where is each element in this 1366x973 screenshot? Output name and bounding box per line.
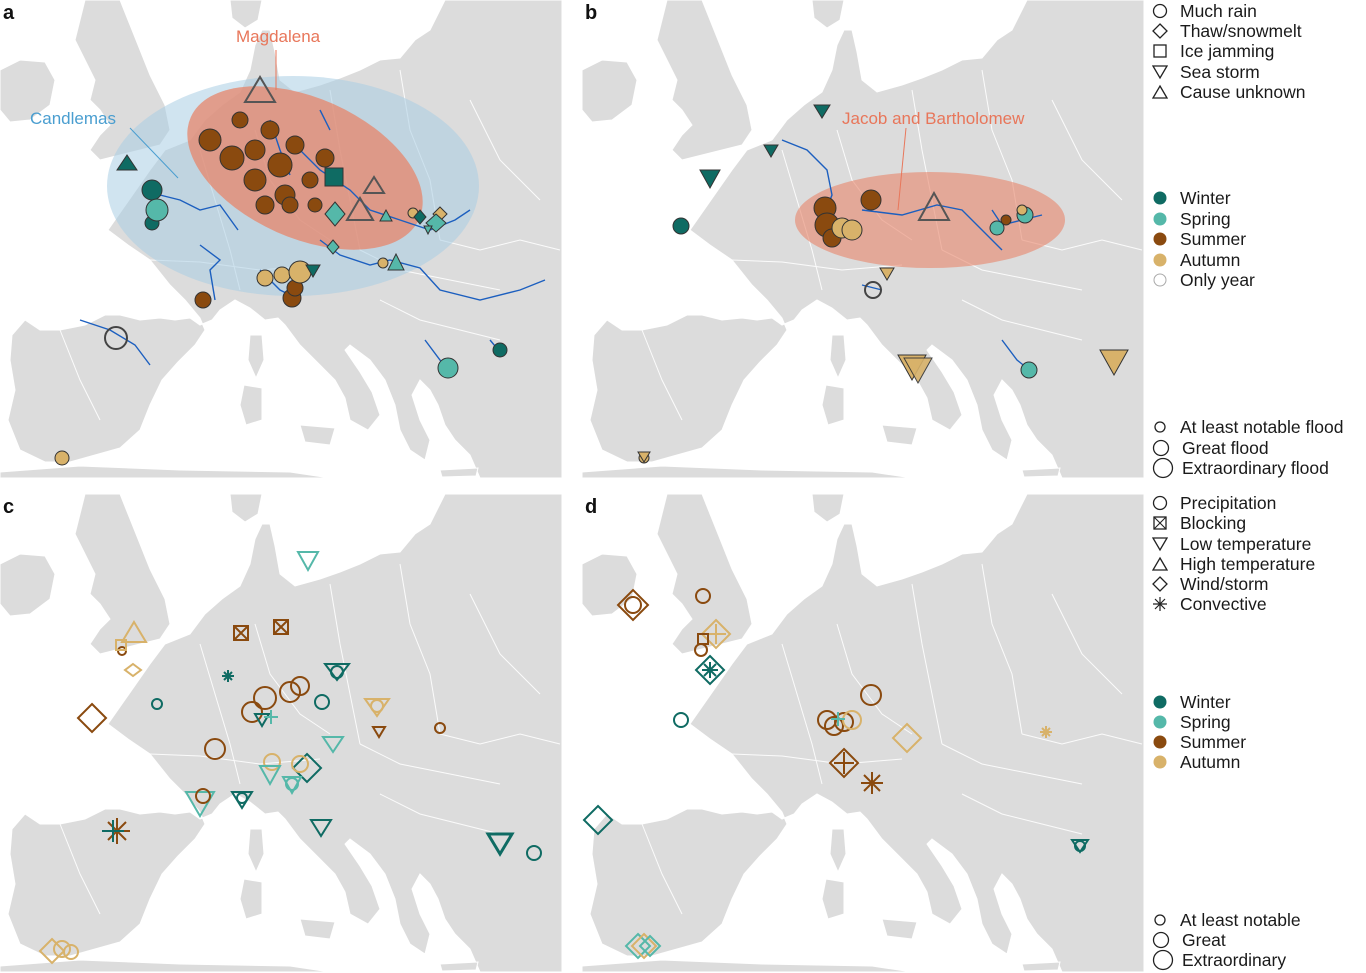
only-year-dot-icon [1153, 273, 1167, 287]
square-icon [1153, 44, 1167, 58]
autumn-dot-icon [1153, 755, 1167, 769]
triangle-down-icon [1152, 537, 1168, 552]
summer-dot-icon [1153, 232, 1167, 246]
legend-summer: Summer [1152, 229, 1246, 249]
legend-top: Much rain Thaw/snowmelt Ice jamming Sea … [1152, 0, 1366, 480]
legend-winter-d: Winter [1152, 692, 1231, 712]
legend-cause-unknown: Cause unknown [1152, 82, 1306, 102]
legend-autumn: Autumn [1152, 250, 1240, 270]
autumn-dot-icon [1153, 253, 1167, 267]
legend-much-rain: Much rain [1152, 1, 1257, 21]
magdalena-ellipse [187, 86, 423, 250]
diamond-icon [1152, 576, 1168, 592]
markers-a [54, 75, 508, 466]
ellipse-leaders-a [129, 50, 277, 179]
legend-wind-storm: Wind/storm [1152, 574, 1268, 594]
jacob-leader [897, 127, 907, 211]
legend-notable-flood: At least notable flood [1152, 417, 1343, 437]
diamond-icon [1152, 23, 1168, 39]
legend-thaw: Thaw/snowmelt [1152, 21, 1302, 41]
legend-winter: Winter [1152, 188, 1231, 208]
markers-d [582, 588, 1090, 960]
legend-autumn-d: Autumn [1152, 752, 1240, 772]
legend-precipitation: Precipitation [1152, 493, 1276, 513]
jacob-bartholomew-label: Jacob and Bartholomew [842, 109, 1025, 128]
small-circle-icon [1154, 421, 1166, 433]
candlemas-label: Candlemas [30, 109, 116, 128]
asterisk-icon [1153, 597, 1167, 611]
legend-spring: Spring [1152, 209, 1231, 229]
legend-great: Great [1152, 930, 1226, 950]
map-a-svg: Candlemas Magdalena [0, 0, 562, 478]
legend-great-flood: Great flood [1152, 438, 1269, 458]
medium-circle-icon [1152, 931, 1170, 949]
panel-label-d: d [585, 496, 598, 518]
legend-extraordinary-flood: Extraordinary flood [1152, 457, 1329, 479]
legend-extraordinary: Extraordinary [1152, 949, 1286, 971]
legend-summer-d: Summer [1152, 732, 1246, 752]
map-panel-a: Candlemas Magdalena a [0, 0, 562, 478]
boxed-x-icon [1153, 516, 1167, 530]
legend-high-temperature: High temperature [1152, 554, 1315, 574]
map-panel-d: d [582, 494, 1144, 973]
map-b-svg: Jacob and Bartholomew [582, 0, 1144, 478]
magdalena-label: Magdalena [236, 27, 321, 46]
winter-dot-icon [1153, 695, 1167, 709]
panel-label-b: b [585, 2, 598, 24]
markers-c [38, 551, 542, 965]
panel-label-c: c [3, 496, 15, 518]
triangle-up-icon [1152, 84, 1168, 99]
legend-spring-d: Spring [1152, 712, 1231, 732]
triangle-down-icon [1152, 65, 1168, 80]
map-c-svg [0, 494, 562, 973]
legend-at-least-notable: At least notable [1152, 910, 1301, 930]
summer-dot-icon [1153, 735, 1167, 749]
panel-label-a: a [3, 2, 15, 24]
large-circle-icon [1152, 949, 1174, 971]
legend-bottom: Precipitation Blocking Low temperature H… [1152, 493, 1366, 973]
medium-circle-icon [1152, 439, 1170, 457]
legend-ice-jamming: Ice jamming [1152, 41, 1274, 61]
circle-icon [1152, 495, 1168, 511]
legend-low-temperature: Low temperature [1152, 534, 1311, 554]
map-d-svg [582, 494, 1144, 973]
legend-only-year: Only year [1152, 270, 1255, 290]
markers-b [637, 104, 1129, 464]
legend-sea-storm: Sea storm [1152, 62, 1260, 82]
triangle-up-icon [1152, 556, 1168, 571]
circle-icon [1152, 3, 1168, 19]
winter-dot-icon [1153, 191, 1167, 205]
map-panel-c: c [0, 494, 562, 973]
spring-dot-icon [1153, 212, 1167, 226]
large-circle-icon [1152, 457, 1174, 479]
small-circle-icon [1154, 914, 1166, 926]
legend-convective: Convective [1152, 594, 1267, 614]
map-panel-b: Jacob and Bartholomew b [582, 0, 1144, 478]
legend-blocking: Blocking [1152, 513, 1246, 533]
spring-dot-icon [1153, 715, 1167, 729]
